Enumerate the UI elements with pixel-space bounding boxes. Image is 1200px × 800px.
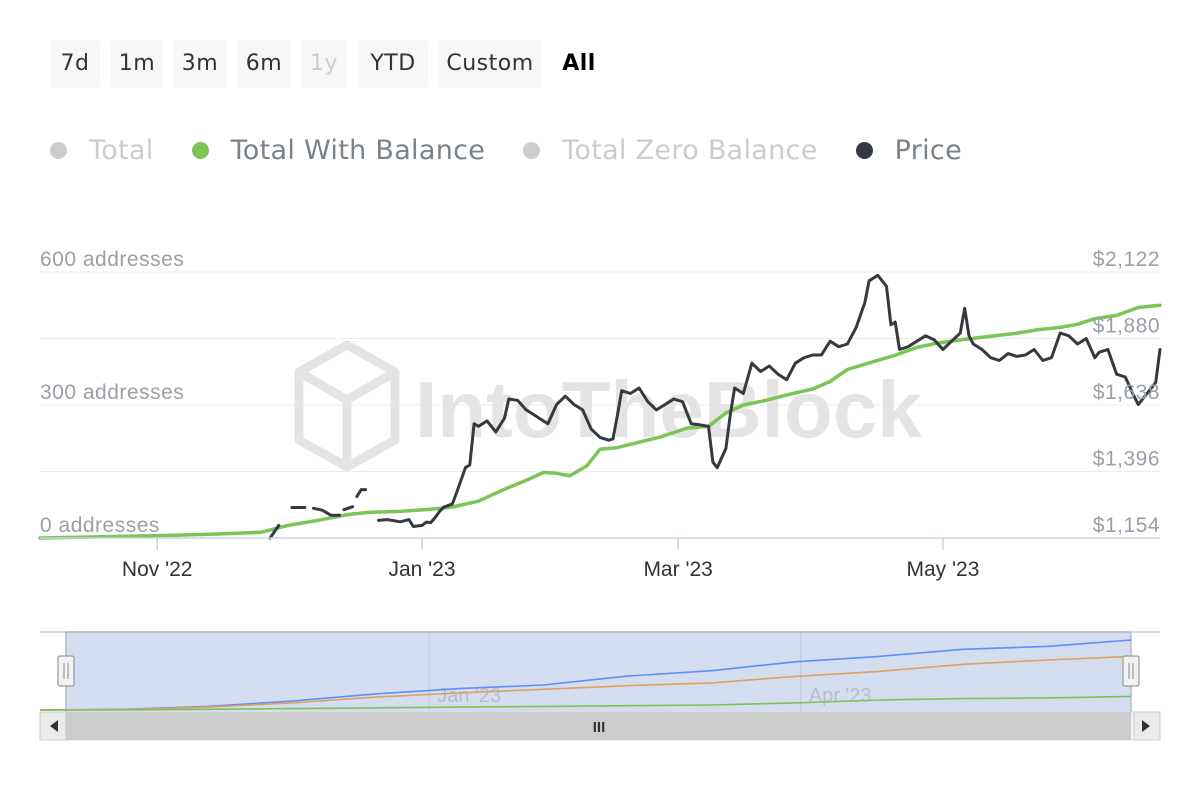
series-line-price — [377, 273, 1162, 528]
range-button-3m[interactable]: 3m — [173, 40, 227, 88]
navigator-axis-label: Jan '23 — [437, 685, 501, 707]
range-button-6m[interactable]: 6m — [237, 40, 291, 88]
navigator-selection-mask — [66, 632, 1131, 712]
legend-label-total: Total — [89, 134, 154, 166]
chart-series — [38, 273, 1162, 540]
navigator-series-line — [39, 655, 1132, 711]
series-line-price — [312, 506, 341, 517]
y-right-tick-label: $1,396 — [1093, 448, 1160, 471]
series-line-price — [342, 505, 355, 512]
navigator-series-line — [39, 639, 1132, 711]
chart-legend: Total Total With Balance Total Zero Bala… — [50, 130, 1000, 170]
chevron-right-icon — [1142, 720, 1150, 732]
legend-item-total-zero-balance[interactable]: Total Zero Balance — [523, 135, 817, 166]
scrollbar-thumb — [66, 712, 1131, 740]
navigator-left-handle[interactable] — [57, 655, 75, 687]
navigator-right-handle[interactable] — [1122, 655, 1140, 687]
y-left-tick-label: 300 addresses — [40, 381, 184, 404]
range-button-ytd[interactable]: YTD — [358, 40, 428, 88]
legend-item-total-with-balance[interactable]: Total With Balance — [191, 134, 486, 166]
legend-label-total-zero-balance: Total Zero Balance — [562, 134, 818, 166]
handle-body — [1122, 655, 1140, 687]
axes: 0 addresses 300 addresses 600 addresses $1,… — [40, 248, 1160, 581]
y-right-tick-label: $2,122 — [1093, 248, 1160, 271]
y-left-tick-label: 0 addresses — [40, 514, 160, 537]
navigator[interactable]: Jan '23 Apr '23 III — [39, 631, 1161, 741]
x-tick-label: Nov '22 — [122, 558, 193, 581]
y-right-tick-label: $1,880 — [1093, 315, 1160, 338]
legend-marker-total-zero-balance — [523, 141, 541, 159]
series-line-price — [268, 523, 281, 540]
watermark-logo-icon — [294, 340, 400, 472]
legend-marker-total-with-balance — [191, 141, 209, 159]
x-tick-label: Jan '23 — [388, 558, 455, 581]
range-button-1y: 1y — [301, 40, 347, 88]
legend-label-total-with-balance: Total With Balance — [230, 134, 486, 166]
range-button-1m[interactable]: 1m — [111, 40, 163, 88]
y-right-tick-label: $1,154 — [1093, 514, 1160, 537]
chevron-left-icon — [50, 720, 58, 732]
legend-marker-price — [855, 141, 873, 159]
series-line-price — [355, 488, 368, 498]
legend-label-price: Price — [894, 134, 962, 166]
watermark-text: IntoTheBlock — [415, 365, 922, 454]
range-button-custom[interactable]: Custom — [438, 40, 542, 88]
legend-marker-total — [50, 141, 67, 159]
range-button-7d[interactable]: 7d — [50, 40, 100, 88]
x-tick-label: Mar '23 — [643, 558, 712, 581]
y-right-tick-label: $1,638 — [1093, 381, 1160, 404]
navigator-axis-label: Apr '23 — [809, 685, 872, 707]
x-tick-label: May '23 — [907, 558, 980, 581]
handle-body — [57, 655, 75, 687]
y-left-tick-label: 600 addresses — [40, 248, 184, 271]
navigator-scrollbar[interactable]: III — [39, 711, 1161, 741]
legend-item-total[interactable]: Total — [50, 135, 154, 166]
legend-item-price[interactable]: Price — [855, 134, 962, 166]
scrollbar-grip-icon: III — [593, 719, 606, 736]
watermark: IntoTheBlock — [294, 340, 922, 472]
navigator-series-line — [40, 695, 1132, 711]
range-button-all[interactable]: All — [562, 51, 596, 76]
